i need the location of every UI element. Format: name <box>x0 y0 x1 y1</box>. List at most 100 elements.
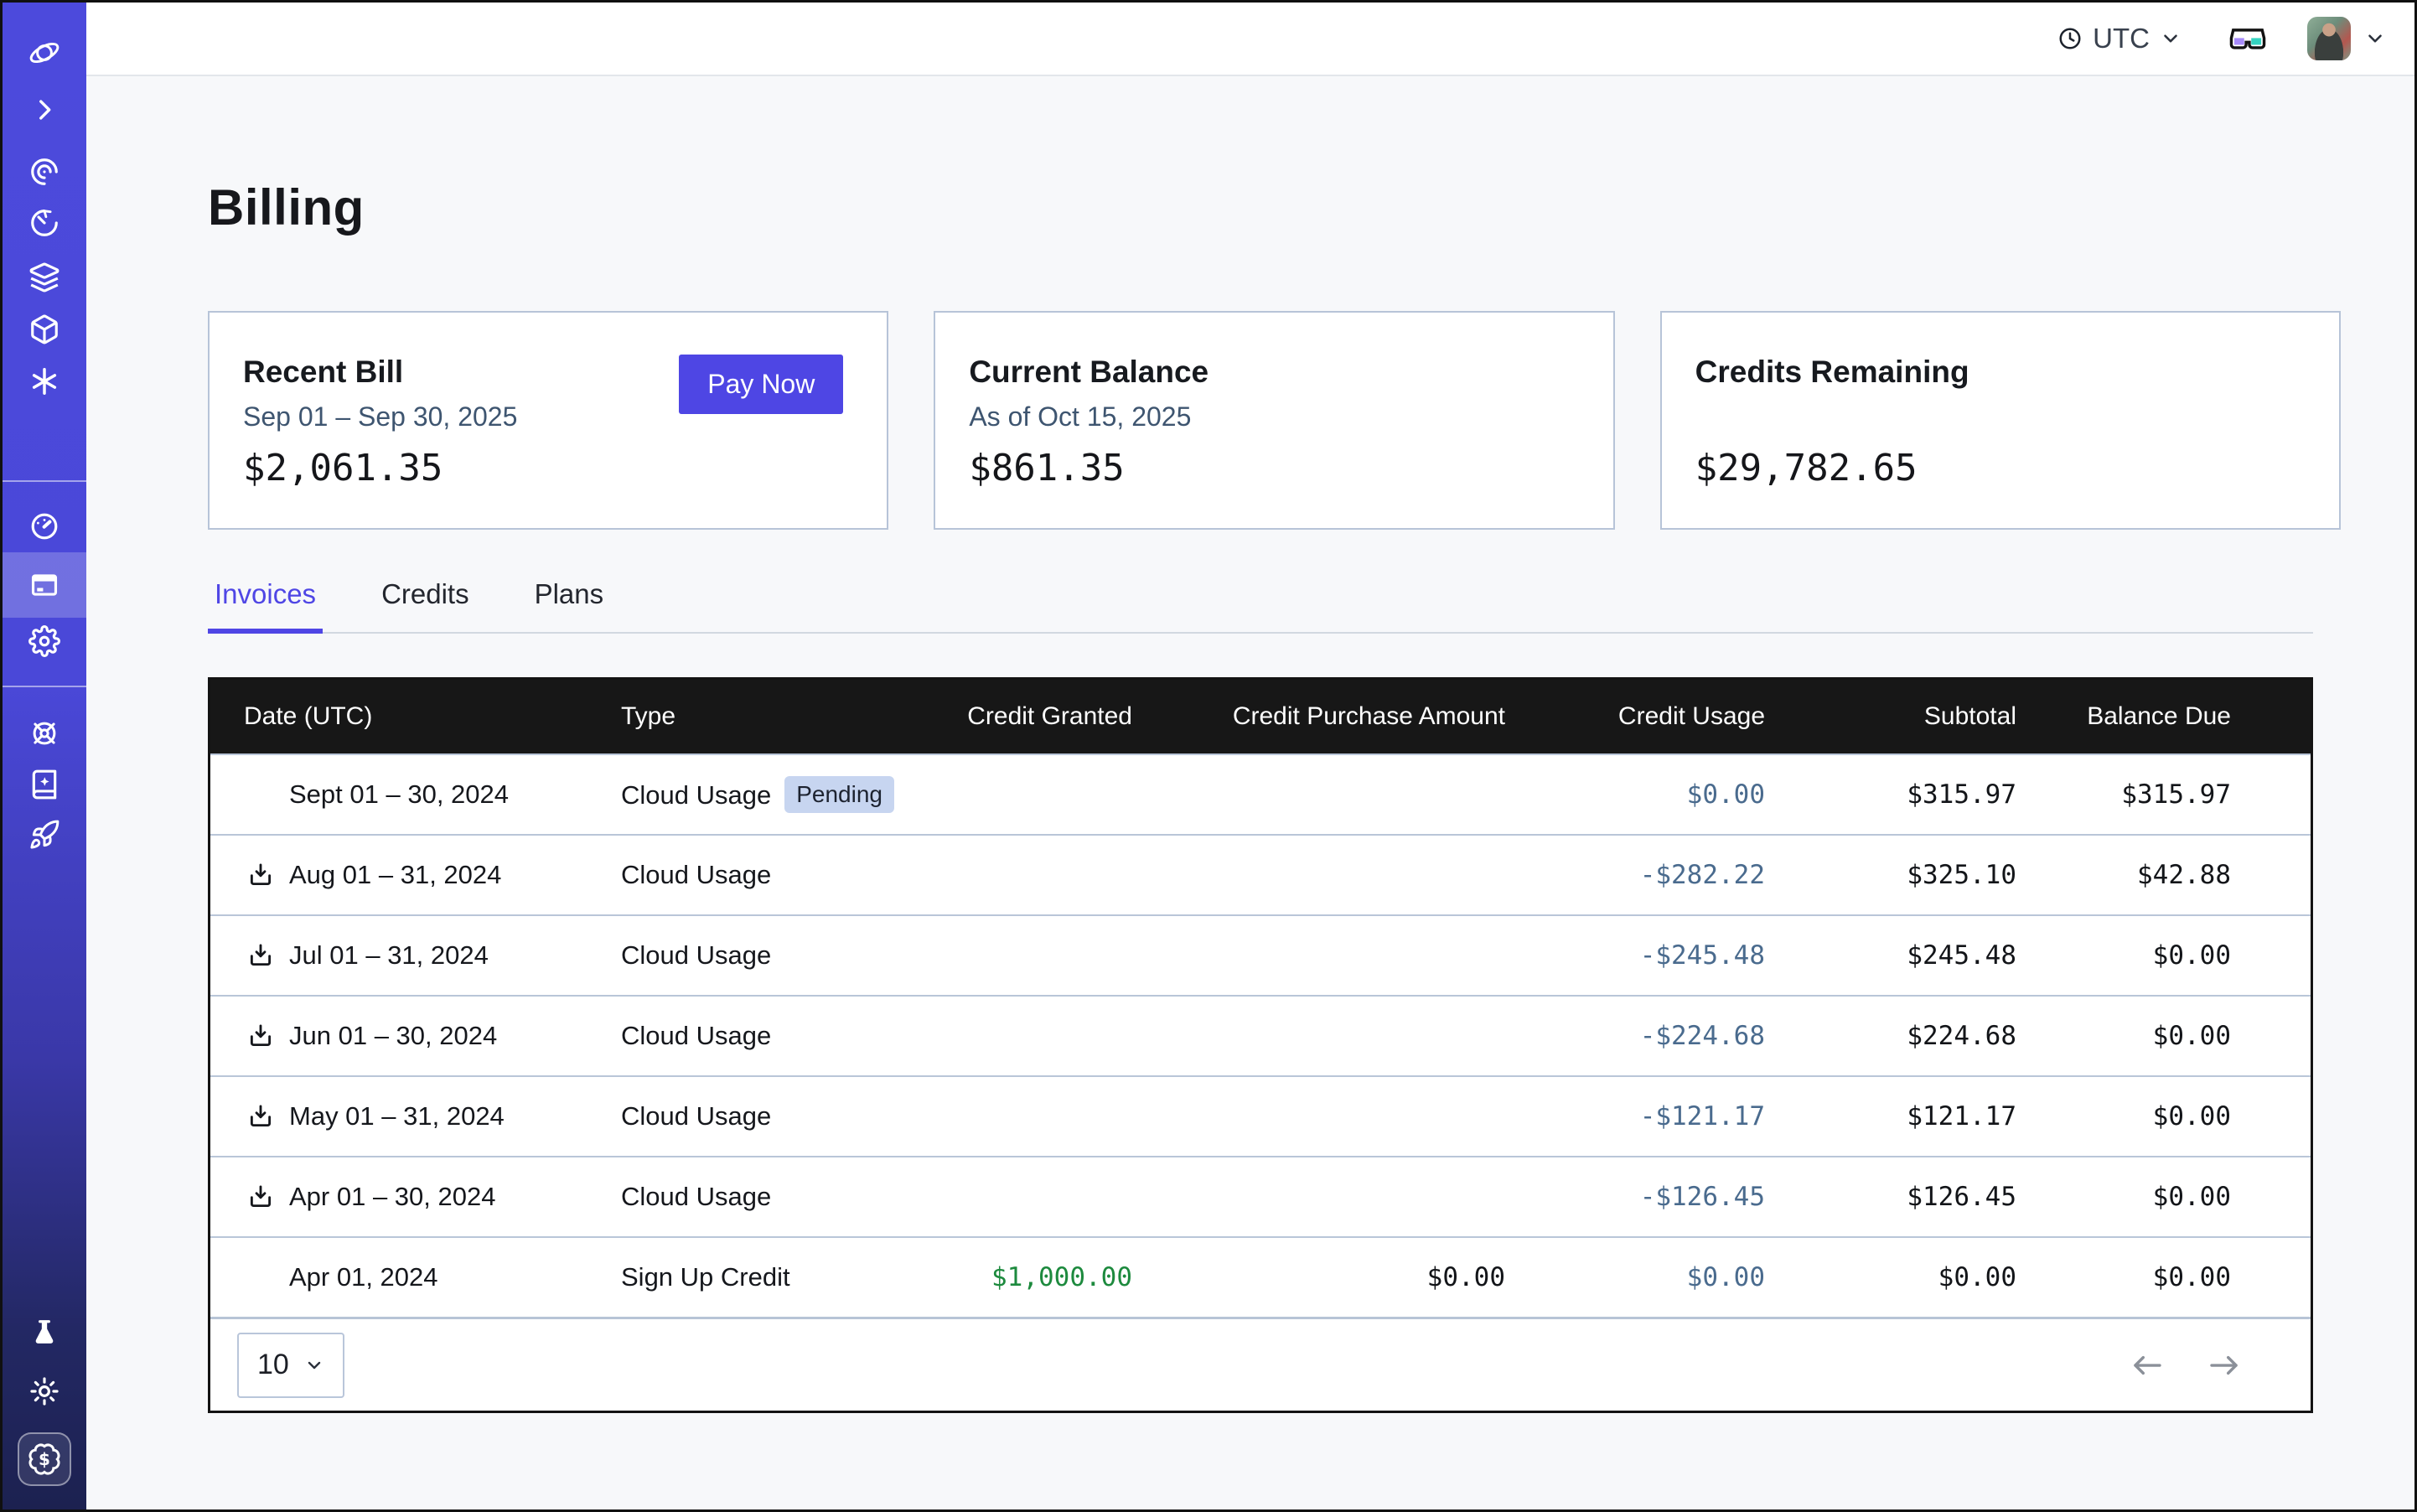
card-subtitle: As of Oct 15, 2025 <box>969 401 1192 432</box>
svg-text:$: $ <box>39 1449 50 1469</box>
next-page-button[interactable] <box>2205 1353 2244 1378</box>
invoices-table: Date (UTC) Type Credit Granted Credit Pu… <box>208 677 2313 1413</box>
invoice-type: Cloud Usage <box>621 940 772 970</box>
invoice-type: Cloud Usage <box>621 1101 772 1131</box>
invoice-type: Cloud Usage <box>621 1182 772 1211</box>
tab-credits[interactable]: Credits <box>381 578 469 609</box>
subtotal: $245.48 <box>1907 940 2016 971</box>
download-placeholder <box>244 1261 277 1294</box>
download-invoice-button[interactable] <box>244 1180 277 1214</box>
view-mode-button[interactable] <box>2228 26 2267 51</box>
pay-now-button[interactable]: Pay Now <box>679 355 844 414</box>
sidebar-divider <box>3 480 86 482</box>
download-invoice-button[interactable] <box>244 1100 277 1133</box>
balance-due: $0.00 <box>2152 1262 2231 1292</box>
sidebar-item-getting-started[interactable] <box>3 809 86 861</box>
sidebar-item-pricing[interactable]: $ <box>3 1429 86 1489</box>
invoice-date: Jun 01 – 30, 2024 <box>289 1021 498 1050</box>
sidebar-item-usage[interactable] <box>3 500 86 552</box>
tab-invoices[interactable]: Invoices <box>208 578 323 634</box>
chevron-right-icon <box>30 96 59 124</box>
flask-icon <box>28 1318 60 1349</box>
timezone-selector[interactable]: UTC <box>2057 23 2182 54</box>
sidebar-divider <box>3 686 86 687</box>
credit-usage: $0.00 <box>1686 779 1765 810</box>
credit-purchase-amount: $0.00 <box>1426 1262 1505 1292</box>
sidebar-item-settings[interactable] <box>3 615 86 667</box>
billing-summary-cards: Recent Bill Sep 01 – Sep 30, 2025 $2,061… <box>208 311 2341 530</box>
balance-due: $0.00 <box>2152 1101 2231 1131</box>
gear-icon <box>28 625 60 657</box>
sidebar-active-highlight <box>3 552 86 618</box>
chevron-down-icon <box>304 1355 324 1375</box>
3d-glasses-icon <box>2228 26 2267 51</box>
table-row: Apr 01, 2024 Sign Up Credit $1,000.00 $0… <box>210 1236 2311 1317</box>
invoice-date: Apr 01 – 30, 2024 <box>289 1182 496 1211</box>
rocket-icon <box>28 819 60 851</box>
recent-bill-amount: $2,061.35 <box>243 447 443 489</box>
subtotal: $121.17 <box>1907 1101 2016 1131</box>
download-invoice-button[interactable] <box>244 939 277 972</box>
current-balance-card: Current Balance As of Oct 15, 2025 $861.… <box>934 311 1615 530</box>
table-footer: 10 <box>210 1317 2311 1411</box>
orbit-logo-icon <box>27 35 62 70</box>
book-sparkle-icon <box>28 769 60 800</box>
sidebar-item-history[interactable] <box>3 197 86 249</box>
sidebar-item-containers[interactable] <box>3 303 86 355</box>
subtotal: $0.00 <box>1938 1262 2016 1292</box>
invoice-date: Apr 01, 2024 <box>289 1262 438 1292</box>
billing-tabs: Invoices Credits Plans <box>208 578 2313 634</box>
history-timer-icon <box>28 207 60 239</box>
sun-icon <box>28 1375 60 1407</box>
sidebar-item-docs[interactable] <box>3 759 86 810</box>
card-title: Current Balance <box>969 355 1209 389</box>
table-row: Aug 01 – 31, 2024 Cloud Usage -$282.22 $… <box>210 834 2311 914</box>
topbar: UTC <box>86 3 2414 76</box>
col-type: Type <box>621 702 676 730</box>
sidebar-item-billing[interactable] <box>3 559 86 611</box>
sidebar-item-services[interactable] <box>3 355 86 407</box>
invoice-date: Sept 01 – 30, 2024 <box>289 779 510 809</box>
previous-page-button[interactable] <box>2128 1353 2166 1378</box>
download-invoice-button[interactable] <box>244 1019 277 1053</box>
download-invoice-button[interactable] <box>244 858 277 892</box>
invoice-type: Cloud Usage <box>621 780 772 810</box>
app-logo[interactable] <box>3 27 86 79</box>
subtotal: $325.10 <box>1907 860 2016 890</box>
credit-usage: $0.00 <box>1686 1262 1765 1292</box>
chevron-down-icon[interactable] <box>2364 28 2386 49</box>
card-subtitle: Sep 01 – Sep 30, 2025 <box>243 401 518 432</box>
table-row: Jul 01 – 31, 2024 Cloud Usage -$245.48 $… <box>210 914 2311 995</box>
credit-usage: -$282.22 <box>1639 860 1765 890</box>
col-credit-usage: Credit Usage <box>1617 702 1765 730</box>
sidebar-item-labs[interactable] <box>3 1307 86 1359</box>
credits-remaining-amount: $29,782.65 <box>1695 447 1918 489</box>
sidebar-item-observability[interactable] <box>3 146 86 198</box>
credits-remaining-card: Credits Remaining $29,782.65 <box>1659 311 2341 530</box>
table-row: Jun 01 – 30, 2024 Cloud Usage -$224.68 $… <box>210 995 2311 1075</box>
balance-due: $0.00 <box>2152 1182 2231 1212</box>
spiral-eye-icon <box>28 156 60 188</box>
layers-icon <box>28 261 60 293</box>
sidebar-expand-button[interactable] <box>3 84 86 136</box>
sidebar-item-theme-toggle[interactable] <box>3 1365 86 1417</box>
timezone-label: UTC <box>2093 23 2150 54</box>
credit-usage: -$126.45 <box>1639 1182 1765 1212</box>
sidebar-item-fleet[interactable] <box>3 707 86 759</box>
col-credit-granted: Credit Granted <box>967 702 1132 730</box>
card-title: Recent Bill <box>243 355 404 389</box>
subtotal: $224.68 <box>1907 1021 2016 1051</box>
page-size-value: 10 <box>257 1349 289 1380</box>
col-date: Date (UTC) <box>244 702 373 730</box>
balance-due: $315.97 <box>2121 779 2231 810</box>
avatar[interactable] <box>2307 17 2351 60</box>
dollar-badge-icon: $ <box>18 1432 71 1486</box>
sidebar: $ <box>3 3 86 1509</box>
sidebar-item-layers[interactable] <box>3 251 86 303</box>
page-size-select[interactable]: 10 <box>237 1332 344 1398</box>
clock-icon <box>2057 26 2083 51</box>
invoice-date: Jul 01 – 31, 2024 <box>289 940 489 970</box>
invoice-type: Sign Up Credit <box>621 1262 790 1292</box>
tab-plans[interactable]: Plans <box>534 578 604 609</box>
recent-bill-card: Recent Bill Sep 01 – Sep 30, 2025 $2,061… <box>208 311 889 530</box>
